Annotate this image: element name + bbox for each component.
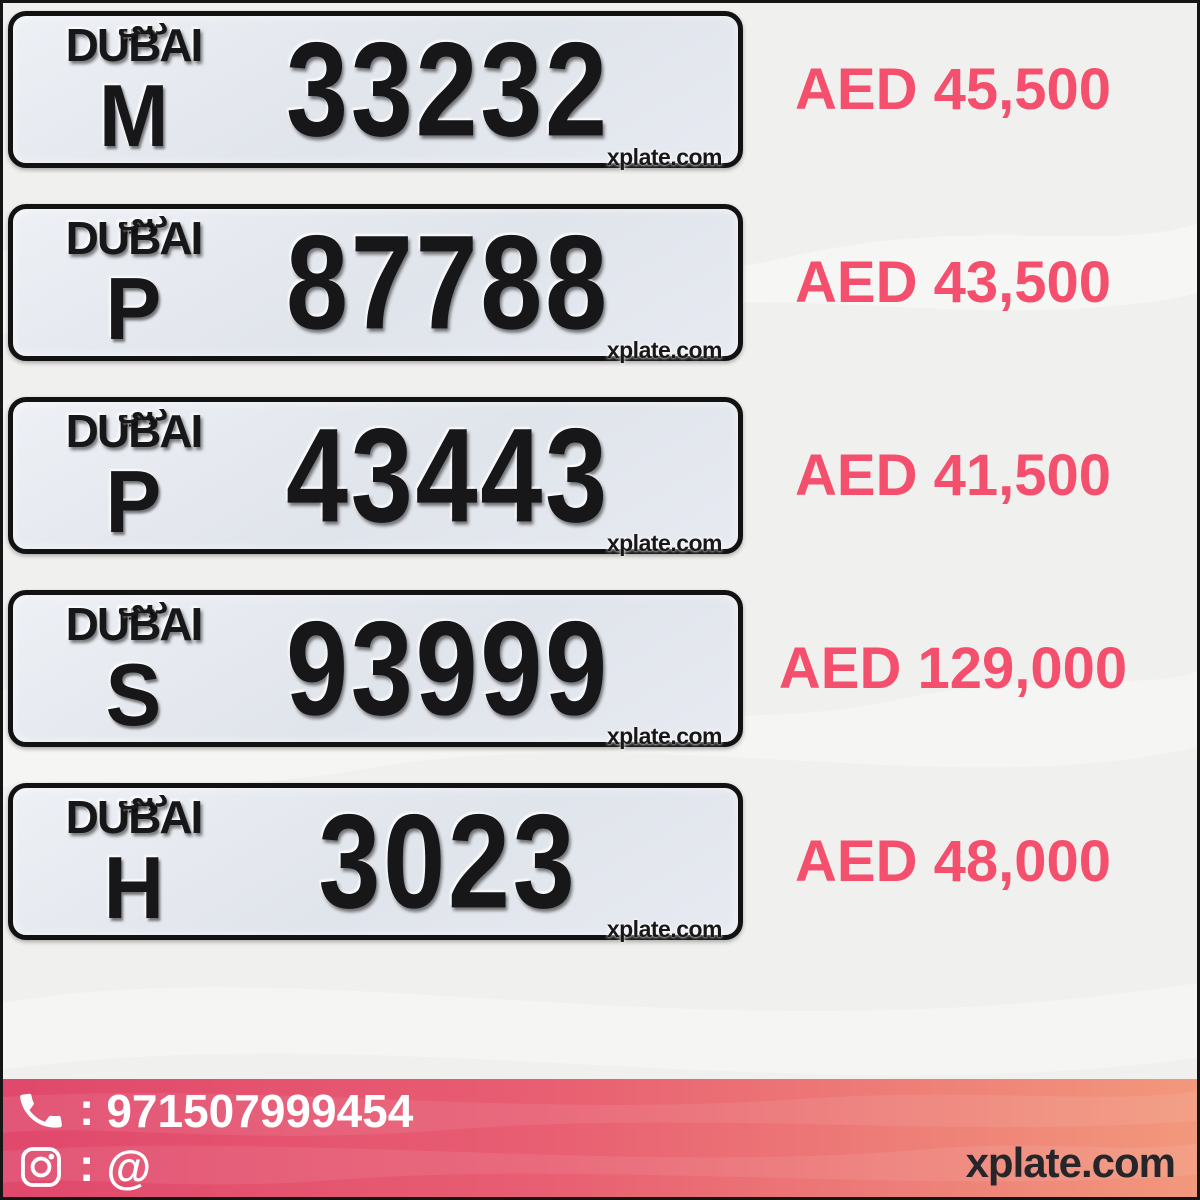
plate-left-column: DUBAI دبي P (13, 205, 228, 358)
license-plate: DUBAI دبي H 3023 xplate.com (8, 783, 743, 942)
plate-left-column: DUBAI دبي S (13, 591, 228, 744)
plate-watermark: xplate.com (606, 530, 723, 556)
dubai-logo: DUBAI دبي (65, 205, 204, 267)
phone-number: 971507999454 (106, 1085, 414, 1137)
listing-row: DUBAI دبي H 3023 xplate.com AED 48,000 (8, 783, 1197, 942)
dubai-logo-latin: DUBAI (65, 404, 204, 457)
price-label: AED 41,500 (795, 443, 1111, 508)
plate-code: S (105, 644, 162, 744)
listing-row: DUBAI دبي M 33232 xplate.com AED 45,500 (8, 11, 1197, 170)
phone-icon (15, 1085, 67, 1137)
plate-left-column: DUBAI دبي H (13, 784, 228, 937)
plate-code: P (105, 451, 162, 551)
footer-brand: xplate.com (965, 1139, 1176, 1186)
phone-separator: : (79, 1083, 95, 1135)
plate-left-column: DUBAI دبي P (13, 398, 228, 551)
listing-row: DUBAI دبي P 43443 xplate.com AED 41,500 (8, 397, 1197, 556)
footer: : 971507999454 : @ xplate.com (3, 1079, 1197, 1197)
dubai-logo-arabic: دبي (117, 202, 169, 234)
dubai-logo: DUBAI دبي (65, 591, 204, 653)
dubai-logo-latin: DUBAI (65, 18, 204, 71)
dubai-logo-latin: DUBAI (65, 790, 204, 843)
listing-row: DUBAI دبي S 93999 xplate.com AED 129,000 (8, 590, 1197, 749)
instagram-separator: : (79, 1139, 95, 1191)
dubai-logo-arabic: دبي (117, 395, 169, 427)
dubai-logo-arabic: دبي (117, 9, 169, 41)
plate-left-column: DUBAI دبي M (13, 12, 228, 165)
instagram-handle: @ (106, 1141, 152, 1193)
plate-number: 87788 (285, 207, 610, 358)
price-label: AED 48,000 (795, 829, 1111, 894)
plate-code: H (103, 837, 164, 937)
plate-number: 93999 (285, 593, 610, 744)
contact-block: : 971507999454 : @ (3, 1079, 413, 1197)
instagram-icon (15, 1141, 67, 1193)
listing-row: DUBAI دبي P 87788 xplate.com AED 43,500 (8, 204, 1197, 363)
listings: DUBAI دبي M 33232 xplate.com AED 45,500 … (3, 3, 1197, 942)
license-plate: DUBAI دبي P 43443 xplate.com (8, 397, 743, 556)
license-plate: DUBAI دبي P 87788 xplate.com (8, 204, 743, 363)
price-label: AED 45,500 (795, 57, 1111, 122)
phone-line: : 971507999454 (15, 1083, 413, 1139)
plate-number: 3023 (318, 786, 578, 937)
dubai-logo-arabic: دبي (117, 588, 169, 620)
dubai-logo: DUBAI دبي (65, 784, 204, 846)
dubai-logo: DUBAI دبي (65, 398, 204, 460)
plate-watermark: xplate.com (606, 144, 723, 170)
dubai-logo-arabic: دبي (117, 781, 169, 813)
plate-watermark: xplate.com (606, 337, 723, 363)
plate-code: M (98, 65, 169, 165)
plate-watermark: xplate.com (606, 916, 723, 942)
plate-number: 43443 (285, 400, 610, 551)
plate-number: 33232 (285, 14, 610, 165)
dubai-logo: DUBAI دبي (65, 12, 204, 74)
license-plate: DUBAI دبي S 93999 xplate.com (8, 590, 743, 749)
instagram-line: : @ (15, 1139, 413, 1195)
license-plate: DUBAI دبي M 33232 xplate.com (8, 11, 743, 170)
plate-code: P (105, 258, 162, 358)
plate-watermark: xplate.com (606, 723, 723, 749)
dubai-logo-latin: DUBAI (65, 597, 204, 650)
price-label: AED 129,000 (778, 636, 1128, 701)
price-label: AED 43,500 (795, 250, 1111, 315)
dubai-logo-latin: DUBAI (65, 211, 204, 264)
